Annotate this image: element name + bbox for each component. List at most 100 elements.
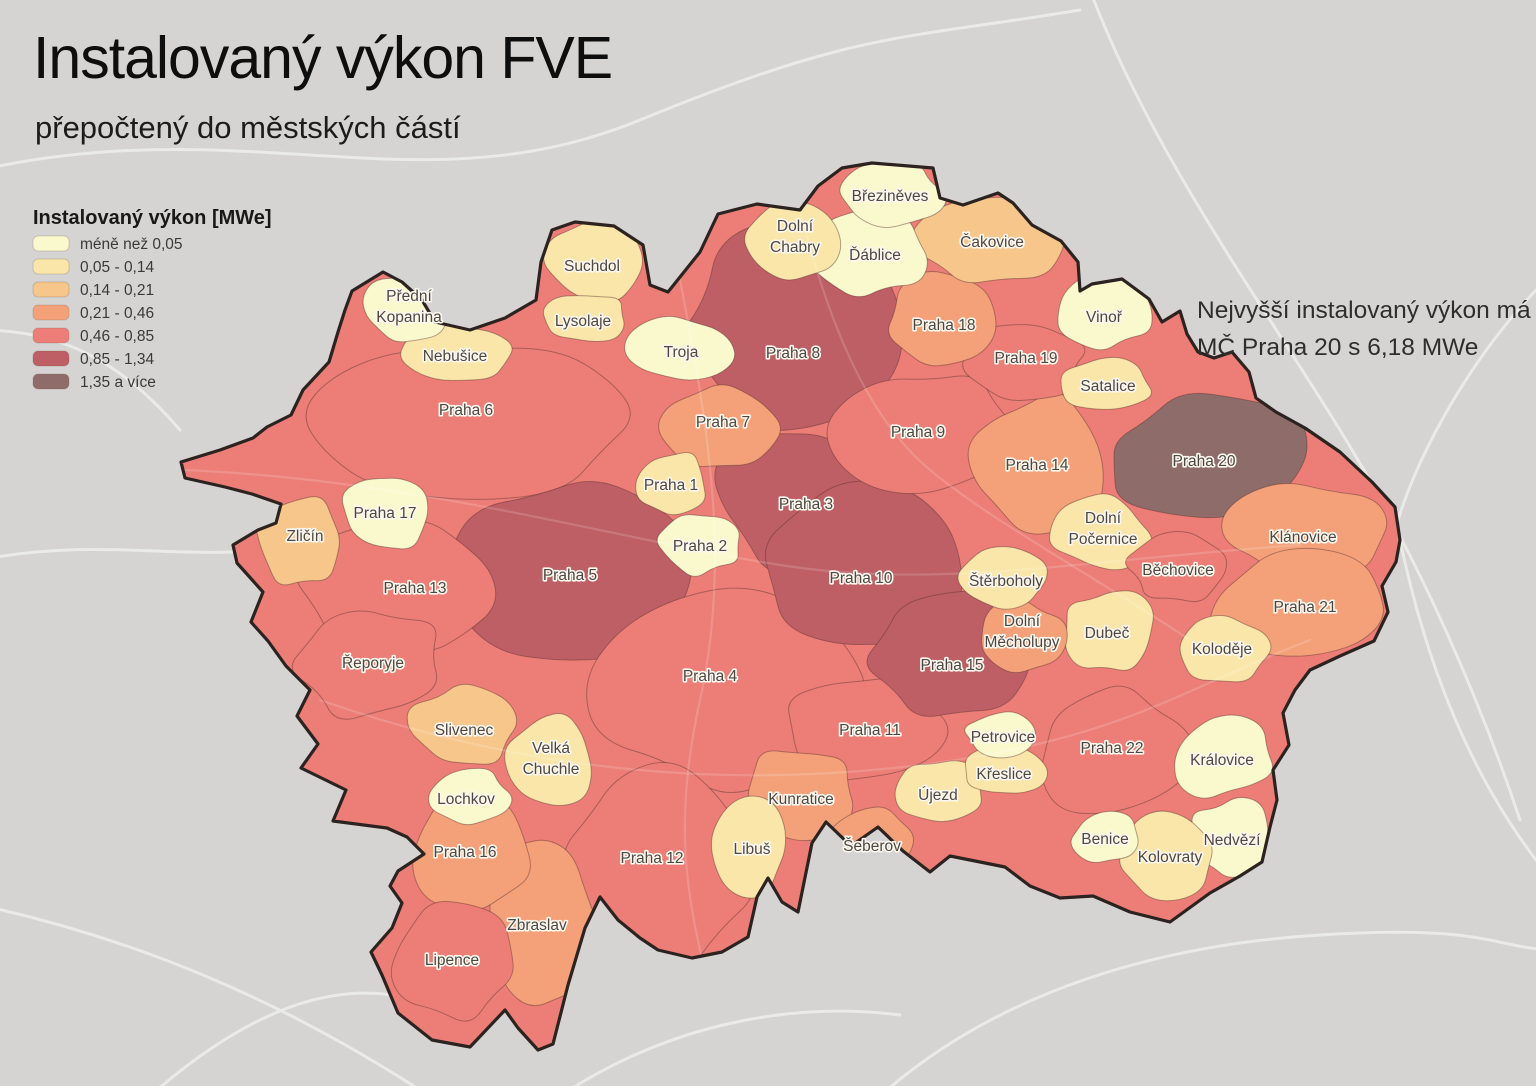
road-line-2 [1092, 0, 1522, 822]
legend-swatch-3 [32, 281, 70, 298]
district-lipence [390, 900, 514, 1022]
district-label-praha-12: Praha 12 [621, 850, 684, 867]
annotation-line-2: MČ Praha 20 s 6,18 MWe [1197, 333, 1478, 361]
legend-label-6: 0,85 - 1,34 [80, 351, 154, 368]
road-line-3 [1396, 288, 1536, 522]
district-lysolaje [542, 295, 625, 342]
district-praha-6 [305, 347, 631, 500]
legend-swatch-4 [32, 304, 70, 321]
district-label-praha-9: Praha 9 [891, 424, 945, 441]
district-label-dolni-mecholupy: Dolní Měcholupy [985, 613, 1060, 651]
district-kolodeje [1179, 614, 1272, 683]
district-label-bechovice: Běchovice [1142, 562, 1214, 579]
district-praha-2 [656, 514, 740, 577]
district-slivenec [406, 683, 518, 765]
district-label-benice: Benice [1081, 831, 1128, 848]
district-velka-chuchle [504, 713, 592, 806]
district-label-kolovraty: Kolovraty [1138, 849, 1203, 866]
legend-swatch-2 [32, 258, 70, 275]
district-label-predni-kopanina: Přední Kopanina [376, 288, 442, 326]
district-libus [710, 795, 787, 899]
district-label-praha-2: Praha 2 [673, 538, 727, 555]
district-label-praha-19: Praha 19 [995, 350, 1058, 367]
district-ujezd [894, 760, 982, 823]
district-label-lysolaje: Lysolaje [555, 313, 611, 330]
annotation-line-1: Nejvyšší instalovaný výkon má [1197, 297, 1531, 324]
district-praha-5 [448, 480, 693, 661]
district-label-reporyje: Řeporyje [342, 655, 404, 672]
district-praha-7 [658, 384, 781, 467]
district-label-satalice: Satalice [1080, 378, 1135, 395]
district-labels-layer: Praha 6 Praha 5 Praha 4 Praha 12 Praha 8 Prah… [285, 186, 1338, 970]
district-label-suchdol: Suchdol [564, 258, 620, 275]
district-label-praha-13: Praha 13 [384, 580, 447, 597]
district-label-petrovice: Petrovice [971, 729, 1036, 746]
district-label-praha-3: Praha 3 [779, 496, 833, 513]
legend-swatch-5 [32, 327, 70, 344]
district-label-praha-14: Praha 14 [1006, 457, 1069, 474]
district-label-praha-17: Praha 17 [354, 505, 417, 522]
district-label-seberov: Šeberov [843, 838, 901, 855]
district-label-praha-20: Praha 20 [1173, 453, 1236, 470]
district-satalice [1060, 356, 1152, 410]
legend-swatch-7 [32, 373, 70, 390]
road-line-1 [0, 8, 1082, 168]
district-dolni-pocernice [1049, 493, 1153, 571]
legend-swatch-1 [32, 235, 70, 252]
district-label-ujezd: Újezd [918, 787, 958, 804]
district-praha-17 [341, 477, 429, 550]
district-label-praha-7: Praha 7 [696, 414, 750, 431]
district-label-praha-10: Praha 10 [830, 570, 893, 587]
district-label-kunratice: Kunratice [768, 791, 833, 808]
district-label-kolodeje: Koloděje [1192, 641, 1252, 658]
road-line-5 [889, 930, 1536, 1086]
district-label-slivenec: Slivenec [435, 722, 494, 739]
district-label-dolni-chabry: Dolní Chabry [770, 218, 820, 256]
legend-label-5: 0,46 - 0,85 [80, 328, 154, 345]
district-label-nedvezi: Nedvězí [1204, 832, 1262, 849]
district-brezineves [839, 163, 947, 228]
inner-road-line-2 [183, 468, 1302, 576]
district-label-velka-chuchle: Velká Chuchle [523, 740, 580, 778]
district-lochkov [428, 767, 513, 826]
district-label-zbraslav: Zbraslav [507, 917, 567, 934]
legend-label-7: 1,35 a více [80, 374, 156, 391]
road-line-4 [1396, 528, 1536, 862]
legend-label-2: 0,05 - 0,14 [80, 259, 154, 276]
page-subtitle: přepočtený do městských částí [35, 110, 461, 145]
district-label-libus: Libuš [733, 841, 770, 858]
district-label-praha-11: Praha 11 [839, 722, 901, 739]
annotation-note: Nejvyšší instalovaný výkon má MČ Praha 2… [1197, 297, 1531, 361]
legend-swatch-6 [32, 350, 70, 367]
district-label-praha-21: Praha 21 [1274, 599, 1337, 616]
district-label-praha-5: Praha 5 [543, 567, 597, 584]
district-label-praha-15: Praha 15 [921, 657, 984, 674]
road-line-9 [0, 547, 234, 558]
district-label-praha-4: Praha 4 [683, 668, 738, 685]
district-label-praha-18: Praha 18 [913, 317, 976, 334]
district-label-sterboholy: Štěrboholy [969, 573, 1043, 590]
district-label-praha-8: Praha 8 [766, 345, 820, 362]
district-label-lochkov: Lochkov [437, 791, 495, 808]
legend-label-1: méně než 0,05 [80, 236, 183, 253]
district-benice [1070, 810, 1139, 864]
district-label-nebusice: Nebušice [423, 348, 488, 365]
district-label-kralovice: Královice [1190, 752, 1254, 769]
legend-label-3: 0,14 - 0,21 [80, 282, 154, 299]
district-petrovice [964, 711, 1036, 759]
district-praha-1 [635, 452, 706, 516]
district-cells-layer [181, 163, 1400, 1050]
district-label-lipence: Lipence [425, 952, 479, 969]
road-line-6 [572, 1009, 902, 1086]
district-label-troja: Troja [664, 344, 699, 361]
district-label-zlicin: Zličín [286, 528, 323, 545]
district-label-kreslice: Křeslice [976, 766, 1031, 783]
district-label-dablice: Ďáblice [849, 247, 901, 264]
district-reporyje [291, 610, 438, 720]
road-line-10 [0, 329, 182, 432]
district-label-praha-6: Praha 6 [439, 402, 493, 419]
district-label-brezineves: Březiněves [852, 188, 929, 205]
